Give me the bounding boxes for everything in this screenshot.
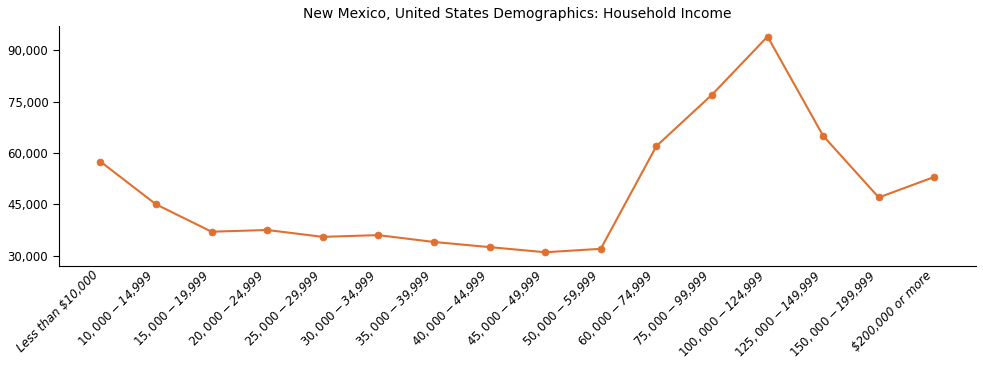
Title: New Mexico, United States Demographics: Household Income: New Mexico, United States Demographics: … (303, 7, 731, 21)
